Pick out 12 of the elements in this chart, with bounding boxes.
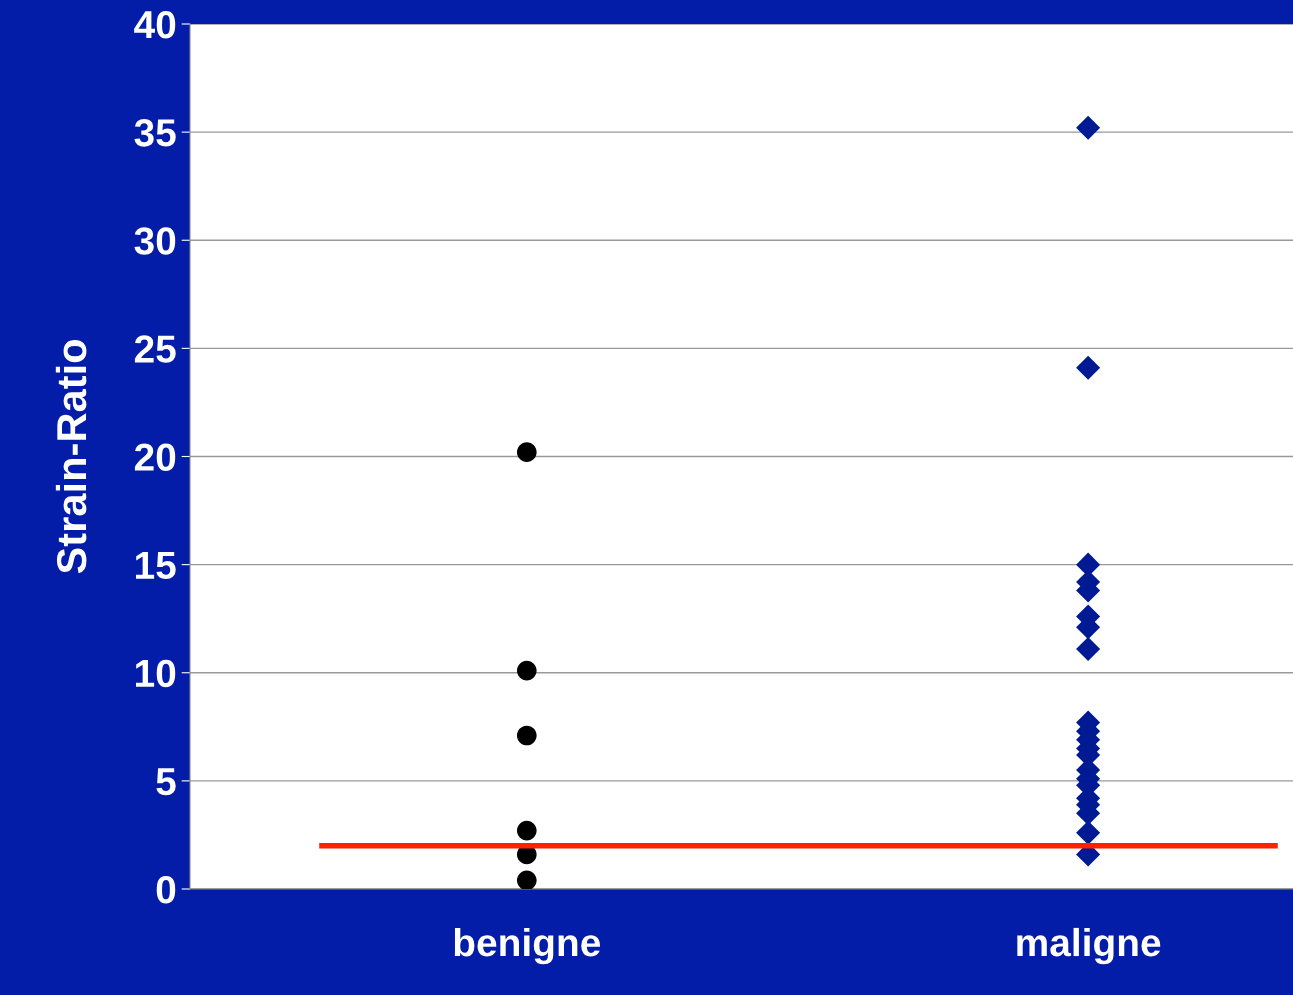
y-tick-label: 10	[136, 659, 176, 688]
y-tick-label: 25	[134, 335, 176, 363]
x-tick-label: benigne	[454, 927, 601, 965]
y-tick-label: 5	[156, 768, 176, 796]
y-tick-label: 35	[134, 119, 176, 147]
y-tick-label: 0	[156, 875, 176, 904]
y-tick-label: 15	[136, 551, 176, 580]
y-tick-label: 20	[134, 443, 176, 471]
y-tick-label: 30	[134, 227, 176, 255]
y-axis-title: Strain-Ratio	[55, 340, 87, 574]
x-tick-label: maligne	[1017, 927, 1161, 965]
y-tick-label: 40	[134, 10, 176, 39]
